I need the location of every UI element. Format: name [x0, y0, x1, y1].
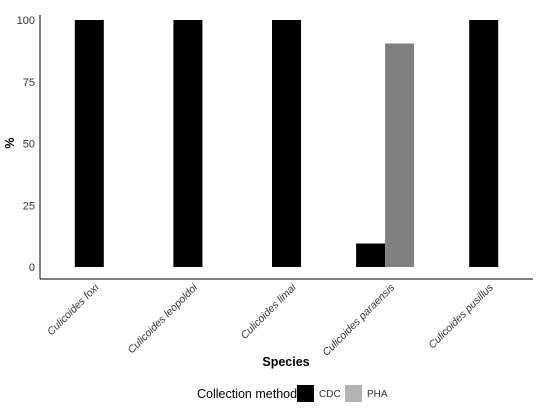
y-tick-label: 0: [29, 262, 35, 274]
y-tick-label: 100: [17, 15, 35, 27]
legend-key-pha: [345, 385, 362, 402]
y-tick-label: 25: [23, 200, 35, 212]
x-tick-label: Culicoides paraensis: [320, 281, 398, 359]
bar-cdc-culicoides-paraensis: [356, 243, 386, 267]
bar-cdc-culicoides-pusillus: [469, 20, 499, 267]
y-tick-label: 50: [23, 139, 35, 151]
x-axis-title: Species: [262, 355, 309, 369]
legend-label-cdc: CDC: [319, 389, 341, 400]
x-tick-label: Culicoides leopoldoi: [125, 281, 200, 356]
y-tick-label: 75: [23, 77, 35, 89]
bar-cdc-culicoides-foxi: [74, 20, 104, 267]
bar-cdc-culicoides-limai: [272, 20, 301, 267]
x-tick-label: Culicoides foxi: [45, 281, 102, 338]
legend: Collection method CDC PHA: [197, 385, 388, 402]
bar-pha-culicoides-paraensis: [385, 43, 415, 267]
y-axis-title: %: [3, 137, 17, 148]
legend-label-pha: PHA: [367, 389, 388, 400]
x-tick-label: Culicoides pusillus: [426, 281, 496, 351]
x-tick-label: Culicoides limai: [239, 281, 300, 342]
legend-title: Collection method: [197, 387, 297, 401]
bars: [74, 20, 499, 267]
x-axis-ticks: Culicoides foxi Culicoides leopoldoi Culic…: [45, 281, 496, 359]
y-axis-ticks: 0 25 50 75 100: [17, 15, 35, 274]
bar-cdc-culicoides-leopoldoi: [173, 20, 203, 267]
legend-key-cdc: [297, 385, 314, 402]
